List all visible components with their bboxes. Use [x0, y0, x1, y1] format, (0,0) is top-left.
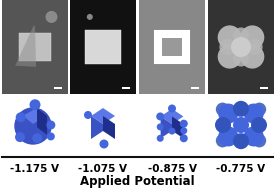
Circle shape: [87, 14, 93, 20]
Circle shape: [84, 111, 92, 119]
Circle shape: [244, 104, 264, 124]
Circle shape: [16, 112, 26, 122]
Bar: [70, 0, 136, 94]
Circle shape: [180, 120, 188, 128]
Circle shape: [157, 123, 164, 130]
Circle shape: [233, 27, 249, 43]
Circle shape: [47, 132, 55, 140]
Bar: [260, 87, 268, 89]
Polygon shape: [37, 108, 47, 135]
Circle shape: [29, 99, 40, 110]
Circle shape: [180, 127, 187, 134]
Circle shape: [233, 117, 249, 133]
Circle shape: [32, 133, 42, 143]
Circle shape: [219, 39, 235, 55]
Bar: [139, 0, 205, 94]
Circle shape: [215, 117, 231, 133]
Circle shape: [233, 51, 249, 67]
Circle shape: [252, 103, 266, 116]
Polygon shape: [162, 38, 182, 56]
Text: -0.775 V: -0.775 V: [216, 164, 266, 174]
Text: Applied Potential: Applied Potential: [80, 176, 194, 188]
Bar: [2, 0, 68, 94]
Bar: [191, 87, 199, 89]
Bar: [208, 0, 274, 94]
Polygon shape: [23, 108, 47, 124]
Circle shape: [233, 101, 249, 117]
Polygon shape: [85, 30, 121, 64]
Circle shape: [45, 11, 57, 23]
Polygon shape: [155, 31, 189, 63]
Circle shape: [169, 128, 175, 135]
Circle shape: [252, 134, 266, 147]
Circle shape: [216, 134, 229, 147]
Text: -0.875 V: -0.875 V: [147, 164, 197, 174]
Circle shape: [251, 117, 267, 133]
Circle shape: [14, 107, 52, 145]
Circle shape: [247, 39, 263, 55]
Circle shape: [100, 139, 109, 149]
Circle shape: [180, 134, 188, 142]
Circle shape: [233, 133, 249, 149]
Polygon shape: [91, 116, 103, 139]
Circle shape: [231, 37, 251, 57]
Circle shape: [244, 126, 264, 146]
Circle shape: [157, 135, 164, 142]
Circle shape: [240, 25, 264, 49]
Polygon shape: [20, 33, 51, 61]
Polygon shape: [161, 109, 183, 124]
Polygon shape: [91, 108, 115, 124]
Polygon shape: [161, 116, 172, 138]
Text: -1.075 V: -1.075 V: [78, 164, 128, 174]
Circle shape: [218, 45, 242, 69]
Circle shape: [46, 121, 55, 129]
Polygon shape: [15, 25, 36, 67]
Bar: [122, 87, 130, 89]
Circle shape: [216, 103, 229, 116]
Polygon shape: [103, 116, 115, 139]
Polygon shape: [172, 116, 183, 138]
Circle shape: [218, 126, 238, 146]
Circle shape: [218, 104, 238, 124]
Circle shape: [240, 45, 264, 69]
Text: -1.175 V: -1.175 V: [10, 164, 59, 174]
Circle shape: [168, 105, 176, 112]
Circle shape: [218, 25, 242, 49]
Circle shape: [15, 132, 25, 142]
Circle shape: [156, 112, 164, 120]
Bar: [54, 87, 62, 89]
